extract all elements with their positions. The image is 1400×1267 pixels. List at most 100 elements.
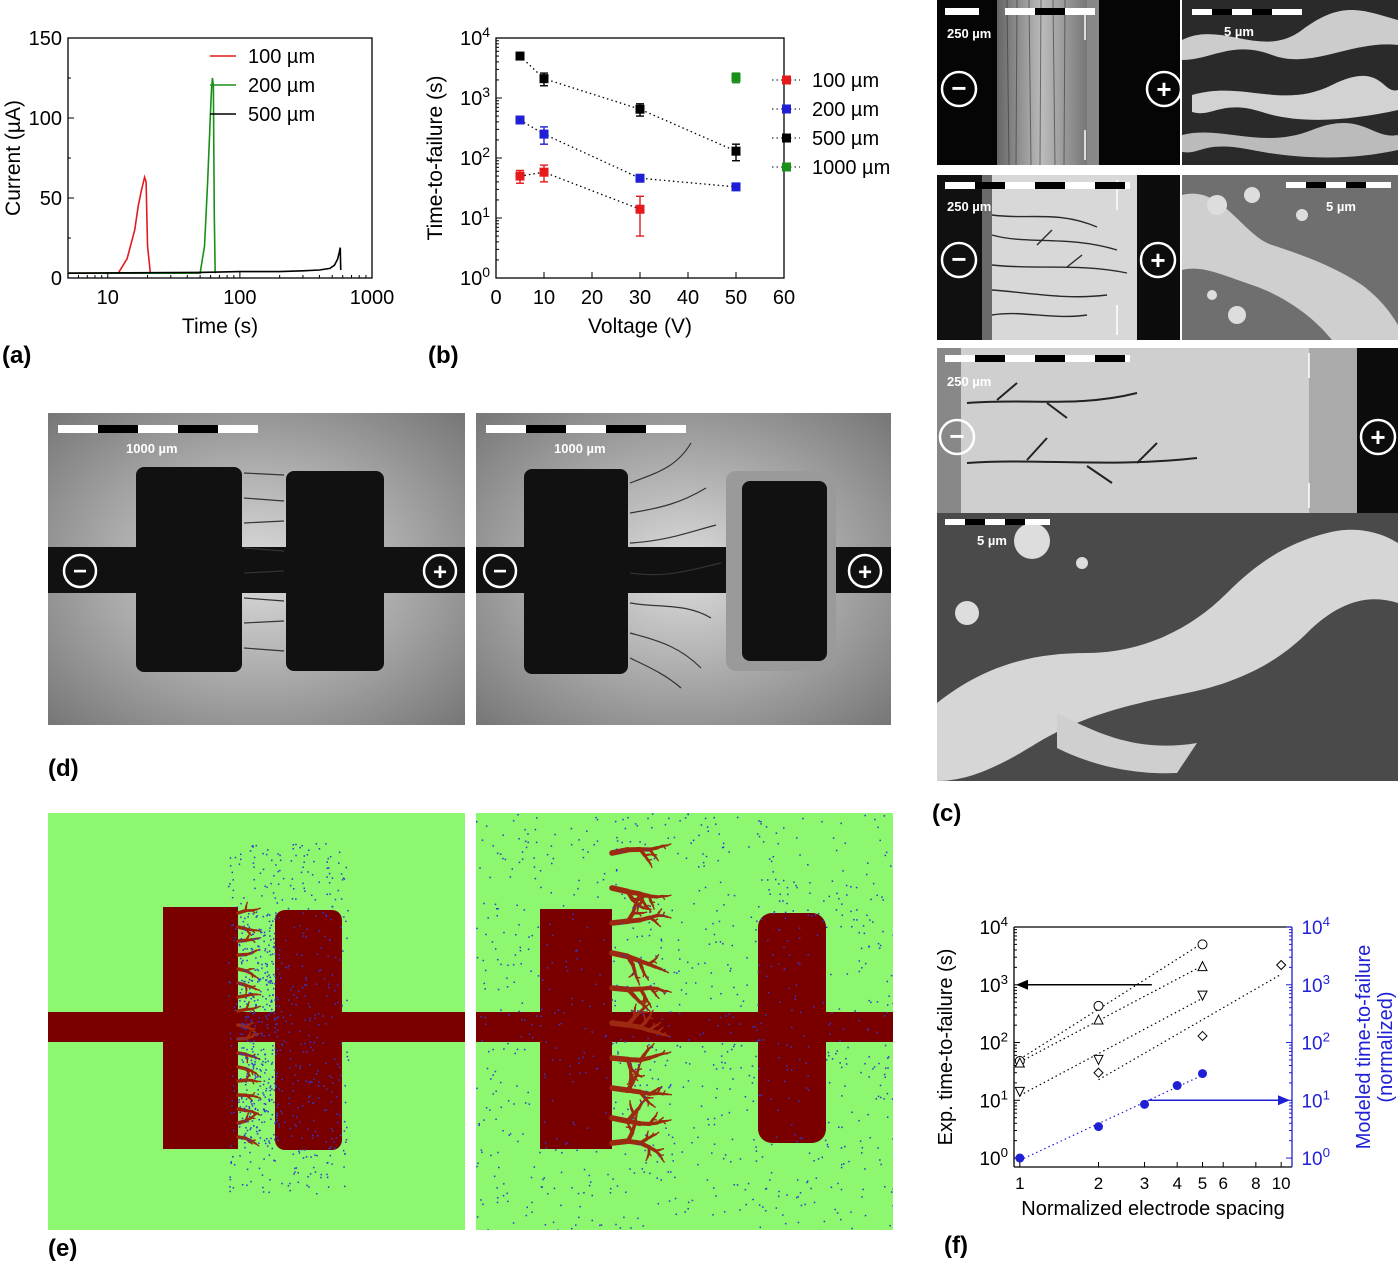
- panel-label-a: (a): [2, 342, 32, 369]
- anode-plus-icon: +: [1370, 422, 1385, 452]
- x-tick-label: 60: [773, 287, 795, 309]
- scalebar-label-c1z: 5 µm: [1224, 24, 1254, 39]
- fit-line-3: [1098, 973, 1282, 1081]
- legend-swatch-1: [782, 104, 791, 114]
- y-tick-label: 50: [40, 188, 62, 210]
- y-right-axis-label-2: (normalized): [1375, 991, 1397, 1102]
- x-tick-label: 1000: [350, 287, 395, 309]
- micrograph-c3-overview: 250 µm − +: [937, 348, 1398, 513]
- y-tick-label: 103: [460, 84, 490, 110]
- optical-image-d1: 1000 µm − +: [48, 413, 465, 725]
- data-point: [731, 146, 741, 156]
- y-tick-label: 100: [460, 264, 490, 290]
- y-axis-label: Exp. time-to-failure (s): [935, 949, 957, 1146]
- data-point: [539, 74, 549, 84]
- data-point: [1014, 1056, 1026, 1068]
- y-tick-label: 0: [51, 268, 62, 290]
- chart-f-plot: 100 100 101 101 102 102 103 103 104 104 1 2 3 4 5 6 8 10 N…: [935, 914, 1397, 1220]
- chart-b-plot: 0 10 20 30 40 50 60 100 101 102 103 104 Voltage (V) T…: [424, 24, 890, 338]
- data-point: [1093, 1000, 1104, 1011]
- panel-label-b: (b): [428, 342, 459, 369]
- series-line-1: [519, 119, 737, 188]
- y-tick-label: 102: [460, 144, 490, 170]
- legend-swatch-2: [782, 133, 791, 143]
- data-point: [731, 72, 741, 82]
- chart-a: 0 50 100 150 10 100 1000 Time (s) Current (µA) 10…: [0, 20, 400, 340]
- chart-b: 0 10 20 30 40 50 60 100 101 102 103 104 Voltage (V) T…: [412, 20, 912, 340]
- data-point: [515, 51, 525, 61]
- data-point: [1093, 1054, 1104, 1066]
- data-point: [635, 173, 645, 183]
- panel-label-c: (c): [932, 800, 962, 827]
- x-tick-label: 10: [533, 287, 555, 309]
- x-tick-label: 10: [97, 287, 119, 309]
- y-right-axis-label: Modeled time-to-failure: [1353, 945, 1375, 1150]
- micrograph-c2-zoom: 5 µm: [1182, 175, 1398, 340]
- series-line-2: [67, 247, 342, 274]
- y-tick-label: 101: [979, 1087, 1008, 1112]
- y-tick-label: 100: [979, 1145, 1008, 1170]
- x-tick-label: 6: [1218, 1174, 1227, 1193]
- scalebar-label-c2z: 5 µm: [1326, 199, 1356, 214]
- y-tick-label: 101: [460, 204, 490, 230]
- chart-f: 100 100 101 101 102 102 103 103 104 104 1 2 3 4 5 6 8 10 N…: [930, 905, 1400, 1230]
- legend-entry-2: 500 µm: [812, 128, 879, 150]
- fit-line-2: [1019, 997, 1203, 1096]
- plot-frame: [67, 37, 373, 279]
- y-right-tick-label: 101: [1301, 1087, 1330, 1112]
- legend-swatch-0: [782, 75, 791, 85]
- data-point: [515, 171, 525, 181]
- cathode-minus-icon: −: [951, 244, 966, 274]
- data-point: [635, 204, 645, 214]
- cathode-minus-icon: −: [951, 73, 966, 103]
- x-tick-label: 8: [1251, 1174, 1260, 1193]
- data-point: [1197, 960, 1208, 972]
- chart-a-plot: 0 50 100 150 10 100 1000 Time (s) Current (µA) 10…: [2, 28, 394, 338]
- scalebar-label-d2: 1000 µm: [554, 441, 606, 456]
- panel-label-e: (e): [48, 1235, 78, 1262]
- scalebar-label-d1: 1000 µm: [126, 441, 178, 456]
- legend-entry-1: 200 µm: [248, 75, 315, 97]
- anode-plus-icon: +: [1150, 245, 1165, 275]
- anode-plus-icon: +: [433, 559, 447, 586]
- cathode-minus-icon: −: [73, 558, 87, 585]
- model-point: [1172, 1081, 1182, 1091]
- x-tick-label: 5: [1198, 1174, 1207, 1193]
- left-arrow-icon: [1016, 979, 1028, 990]
- legend-entry-0: 100 µm: [248, 46, 315, 68]
- optical-image-d2: 1000 µm − +: [476, 413, 891, 725]
- model-point: [1198, 1069, 1208, 1079]
- micrograph-c2-overview: 250 µm − +: [937, 175, 1180, 340]
- y-axis-label: Time-to-failure (s): [424, 76, 447, 241]
- x-tick-label: 3: [1140, 1174, 1149, 1193]
- series-line-0: [68, 174, 152, 274]
- series-line-2: [519, 55, 737, 152]
- data-point: [1093, 1013, 1104, 1025]
- y-tick-label: 104: [979, 914, 1008, 939]
- panel-label-d: (d): [48, 755, 79, 782]
- y-tick-label: 150: [29, 28, 62, 50]
- micrograph-c3-zoom: 5 µm: [937, 513, 1398, 781]
- scalebar-label-c1: 250 µm: [947, 26, 991, 41]
- legend-entry-2: 500 µm: [248, 104, 315, 126]
- y-right-tick-label: 100: [1301, 1145, 1330, 1170]
- data-point: [1014, 1086, 1026, 1098]
- right-arrow-icon: [1278, 1095, 1290, 1106]
- y-tick-label: 103: [979, 972, 1008, 997]
- x-axis-label: Normalized electrode spacing: [1021, 1198, 1284, 1220]
- plot-frame: [495, 37, 785, 279]
- x-tick-label: 50: [725, 287, 747, 309]
- simulation-e2: [476, 813, 893, 1230]
- scalebar-label-c2: 250 µm: [947, 199, 991, 214]
- data-point: [515, 115, 525, 125]
- y-tick-label: 102: [979, 1030, 1008, 1055]
- dendrite-branches: [236, 901, 262, 1147]
- data-point: [1197, 1030, 1208, 1042]
- x-tick-label: 1: [1015, 1174, 1024, 1193]
- data-point: [539, 129, 549, 139]
- x-tick-label: 40: [677, 287, 699, 309]
- x-tick-label: 30: [629, 287, 651, 309]
- data-point: [1197, 939, 1208, 950]
- y-right-tick-label: 102: [1301, 1030, 1330, 1055]
- data-point: [1275, 959, 1287, 971]
